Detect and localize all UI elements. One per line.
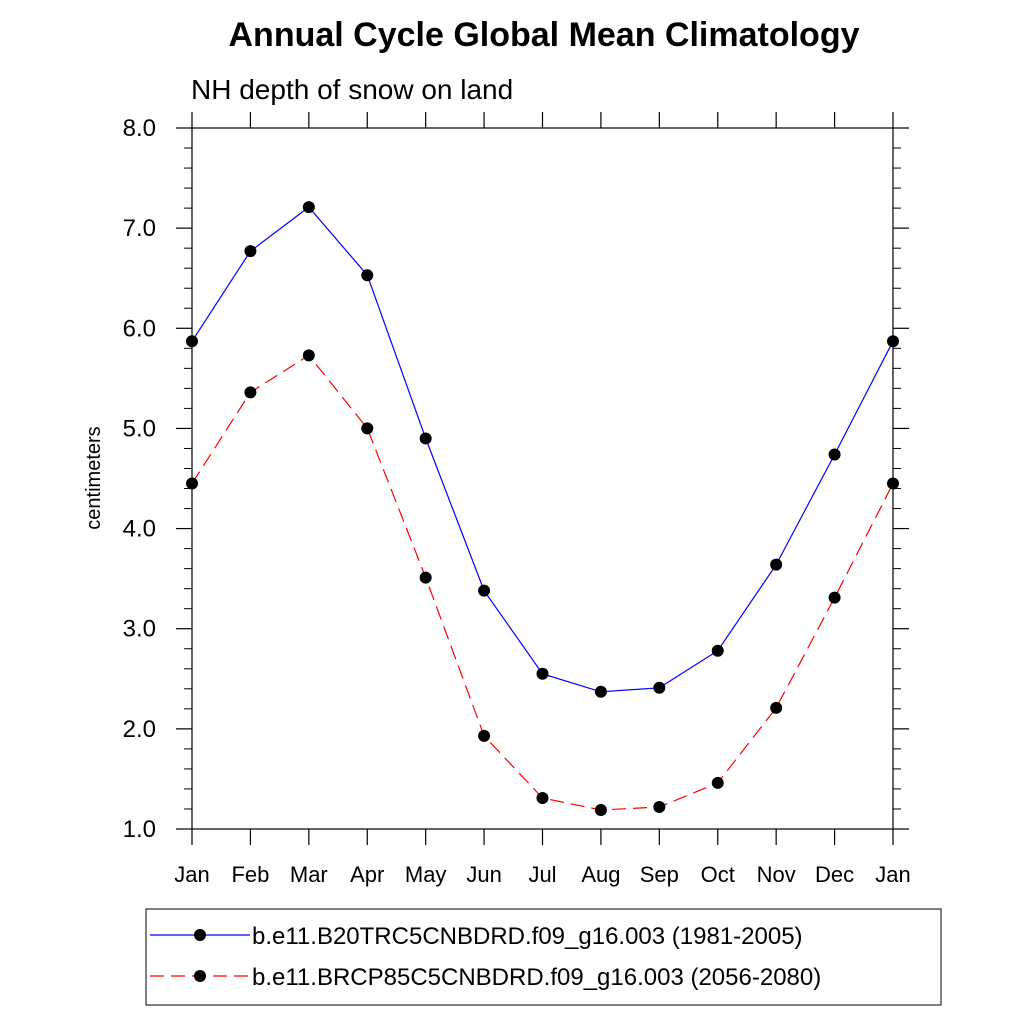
x-tick-label: Apr <box>350 862 384 887</box>
x-tick-label: Jan <box>875 862 910 887</box>
series-2 <box>186 349 899 816</box>
y-tick-label: 8.0 <box>123 115 156 142</box>
y-tick-label: 1.0 <box>123 816 156 843</box>
series-2-point <box>244 386 257 399</box>
x-tick-label: Sep <box>640 862 679 887</box>
series-2-point <box>302 349 315 362</box>
x-tick-label: Nov <box>757 862 796 887</box>
y-tick-label: 4.0 <box>123 516 156 543</box>
y-tick-label: 6.0 <box>123 315 156 342</box>
series-1-point <box>186 335 198 348</box>
legend-marker-2 <box>194 970 206 982</box>
series-layer <box>186 201 899 816</box>
series-1-point <box>419 432 432 445</box>
legend-box <box>145 908 942 1006</box>
plot-frame <box>191 127 894 830</box>
legend-label-1: b.e11.B20TRC5CNBDRD.f09_g16.003 (1981-20… <box>252 923 803 950</box>
legend: b.e11.B20TRC5CNBDRD.f09_g16.003 (1981-20… <box>150 923 821 991</box>
x-tick-label: Mar <box>290 862 328 887</box>
series-line-1 <box>191 206 894 693</box>
series-1-point <box>770 558 783 571</box>
y-tick-label: 3.0 <box>123 616 156 643</box>
x-tick-label: May <box>405 862 447 887</box>
series-2-point <box>711 776 724 789</box>
series-1-point <box>653 681 666 694</box>
series-1-point <box>887 335 899 348</box>
x-tick-label: Jan <box>174 862 209 887</box>
series-2-point <box>361 422 374 435</box>
chart-title: Annual Cycle Global Mean Climatology <box>229 16 860 54</box>
series-2-point <box>186 477 198 490</box>
series-1-point <box>536 667 549 680</box>
x-tick-label: Oct <box>701 862 735 887</box>
series-1-point <box>828 448 841 461</box>
legend-label-2: b.e11.BRCP85C5CNBDRD.f09_g16.003 (2056-2… <box>252 964 821 991</box>
x-tick-label: Feb <box>231 862 269 887</box>
x-tick-label: Jul <box>528 862 556 887</box>
axes-layer: 1.0 2.0 3.0 4.0 5.0 6.0 7.0 8.0 Jan Feb Mar Apr May J… <box>123 112 911 887</box>
series-2-point <box>536 791 549 804</box>
series-1-point <box>244 245 257 258</box>
x-tick-label: Jun <box>466 862 501 887</box>
series-1-point <box>594 685 607 698</box>
series-2-point <box>770 701 783 714</box>
y-tick-label: 7.0 <box>123 215 156 242</box>
series-1 <box>186 201 899 698</box>
chart-subtitle: NH depth of snow on land <box>191 74 513 105</box>
series-2-point <box>419 571 432 584</box>
legend-marker-1 <box>194 929 206 941</box>
series-1-point <box>711 644 724 657</box>
series-2-point <box>478 729 491 742</box>
series-1-point <box>302 201 315 214</box>
x-tick-label: Dec <box>815 862 854 887</box>
series-2-point <box>653 800 666 813</box>
series-2-point <box>828 591 841 604</box>
series-2-point <box>594 803 607 816</box>
series-line-2 <box>191 354 894 811</box>
series-1-point <box>361 269 374 282</box>
x-tick-label: Aug <box>581 862 620 887</box>
y-tick-label: 5.0 <box>123 415 156 442</box>
y-tick-label: 2.0 <box>123 716 156 743</box>
series-2-point <box>887 477 899 490</box>
y-axis-label: centimeters <box>83 426 105 529</box>
series-1-point <box>478 584 491 597</box>
